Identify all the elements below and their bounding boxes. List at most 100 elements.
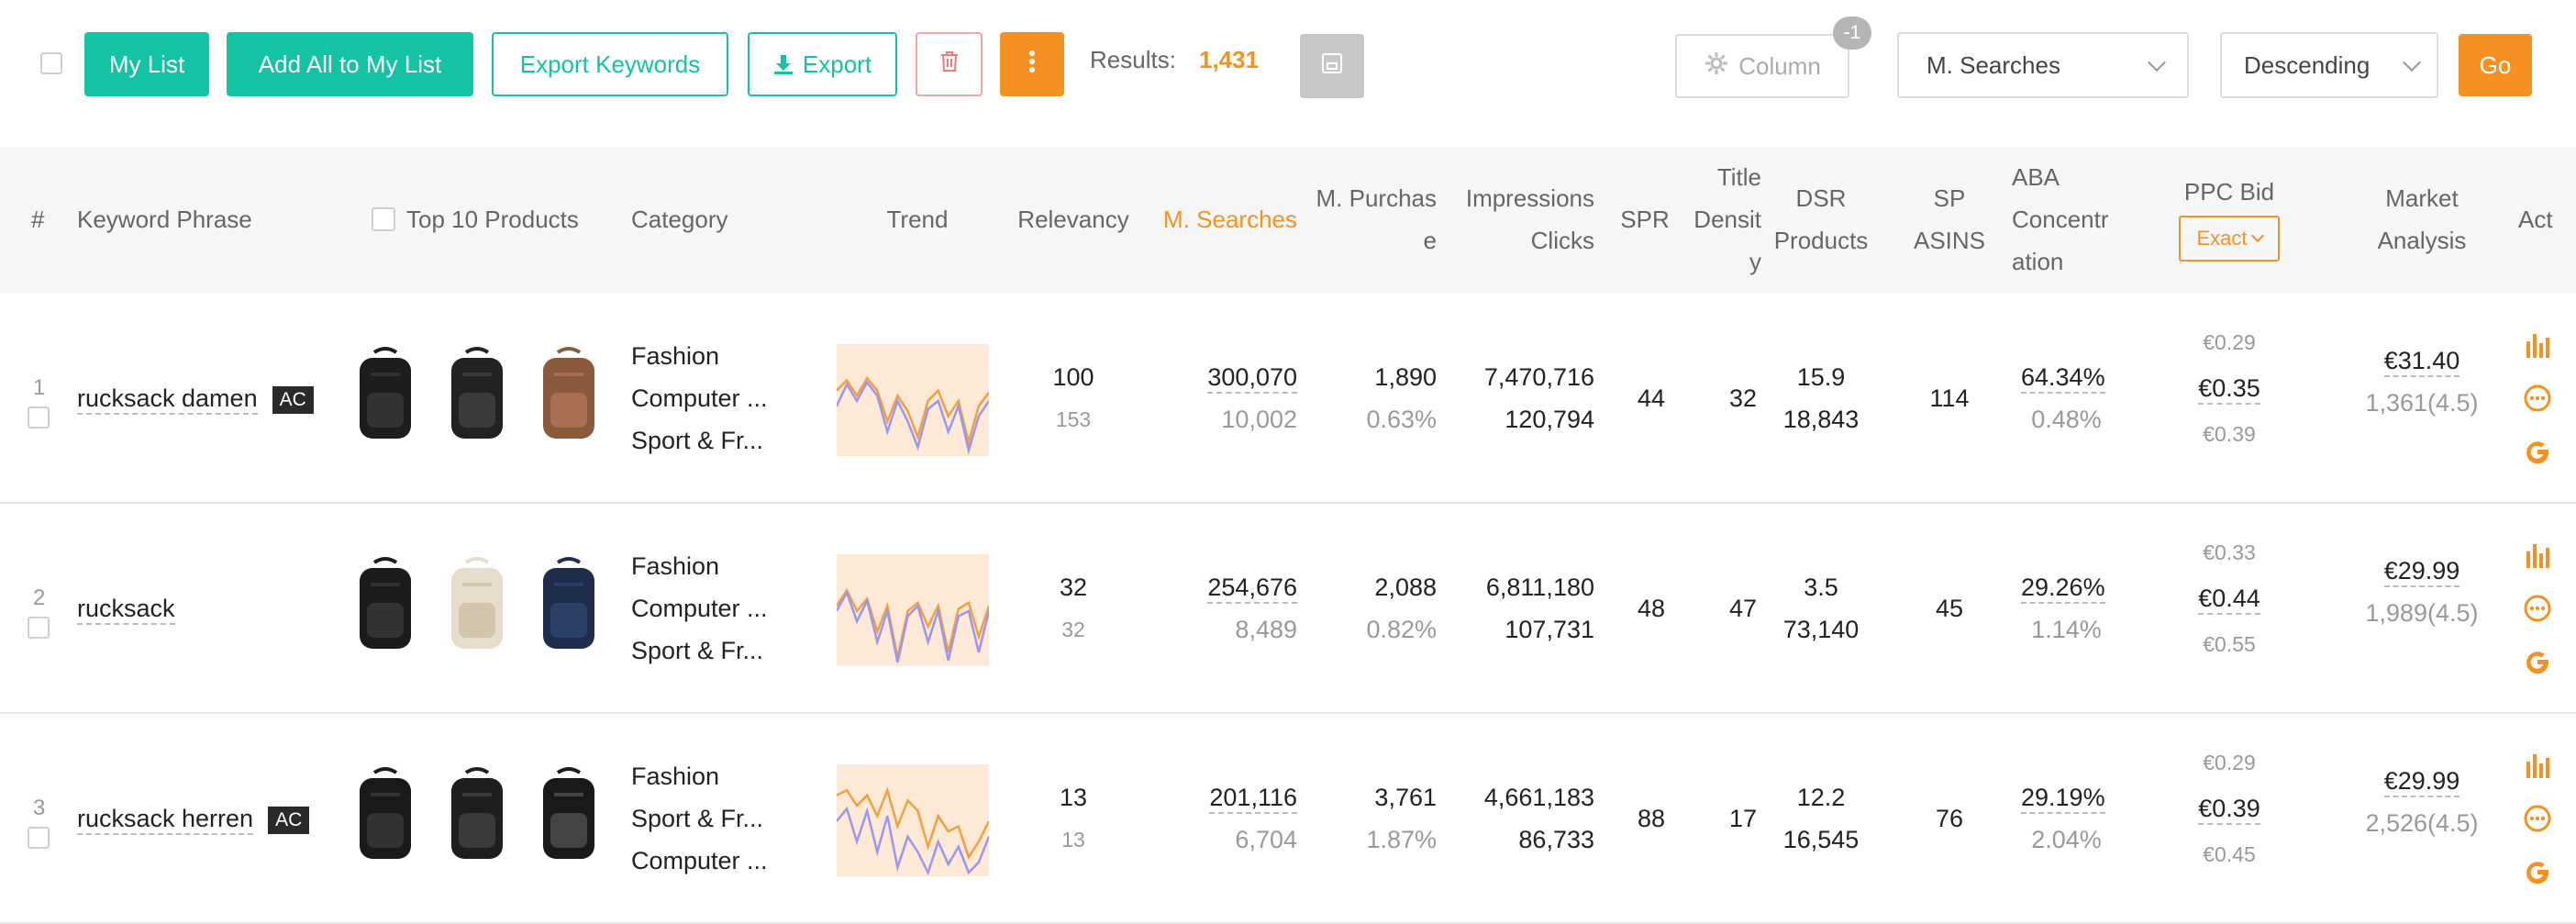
aba-concentration-value[interactable]: 64.34% <box>2021 356 2105 398</box>
chevron-down-icon <box>2148 53 2166 72</box>
bar-chart-icon[interactable] <box>2523 330 2552 360</box>
col-impressions-clicks[interactable]: Impressions Clicks <box>1465 184 1594 254</box>
col-relevancy[interactable]: Relevancy <box>1017 206 1129 233</box>
clicks-value: 86,733 <box>1518 826 1594 853</box>
ppc-bid-link[interactable]: €0.35 <box>2198 374 2260 405</box>
more-circle-icon[interactable] <box>2523 804 2552 833</box>
col-monthly-searches[interactable]: M. Searches <box>1163 206 1297 233</box>
aba-link[interactable]: 29.19% <box>2021 784 2105 814</box>
reviews-rating: 1,989(4.5) <box>2365 599 2479 627</box>
ppc-bid-suggested[interactable]: €0.44 <box>2165 577 2293 619</box>
keyword-phrase-link[interactable]: rucksack herren <box>77 805 254 835</box>
add-all-to-my-list-button[interactable]: Add All to My List <box>227 32 473 96</box>
avg-price-link[interactable]: €31.40 <box>2383 347 2460 377</box>
col-trend: Trend <box>886 206 949 233</box>
col-spr[interactable]: SPR <box>1620 206 1670 233</box>
ppc-bid-high: €0.55 <box>2203 632 2256 656</box>
dsr-value: 3.5 <box>1804 573 1838 601</box>
category-item: Computer ... <box>631 595 768 622</box>
monthly-searches-link[interactable]: 300,070 <box>1207 363 1297 394</box>
monthly-searches-value[interactable]: 201,116 <box>1147 776 1297 818</box>
monthly-searches-sub: 6,704 <box>1235 826 1297 853</box>
avg-price[interactable]: €29.99 <box>2353 760 2491 802</box>
product-thumbnail[interactable] <box>440 765 514 866</box>
col-keyword-phrase[interactable]: Keyword Phrase <box>77 206 252 233</box>
avg-price-link[interactable]: €29.99 <box>2383 557 2460 587</box>
ppc-bid-suggested[interactable]: €0.35 <box>2165 367 2293 409</box>
product-thumbnail[interactable] <box>440 345 514 446</box>
trend-sparkline[interactable] <box>836 764 991 876</box>
products-value: 73,140 <box>1782 616 1860 643</box>
top10-checkbox[interactable] <box>372 207 395 231</box>
sort-field-select[interactable]: M. Searches <box>1897 32 2189 98</box>
avg-price[interactable]: €29.99 <box>2353 550 2491 592</box>
monthly-searches-value[interactable]: 300,070 <box>1147 356 1297 398</box>
ppc-bid-link[interactable]: €0.44 <box>2198 584 2260 615</box>
product-thumbnail[interactable] <box>532 345 605 446</box>
product-thumbnail[interactable] <box>532 765 605 866</box>
more-options-button[interactable] <box>1000 32 1064 96</box>
col-aba-concentration[interactable]: ABA Concentr ation <box>2012 163 2109 275</box>
aba-link[interactable]: 64.34% <box>2021 363 2105 394</box>
row-checkbox[interactable] <box>28 827 50 849</box>
monthly-searches-link[interactable]: 254,676 <box>1207 573 1297 604</box>
ppc-match-type-select[interactable]: Exact <box>2179 216 2280 262</box>
select-all-checkbox[interactable] <box>40 52 62 74</box>
row-checkbox[interactable] <box>28 406 50 429</box>
purchase-rate: 0.82% <box>1366 616 1437 643</box>
keyword-phrase-link[interactable]: rucksack <box>77 595 175 625</box>
category-item: Sport & Fr... <box>631 427 764 454</box>
relevancy-sub: 153 <box>1055 407 1092 431</box>
monthly-purchase-value: 2,088 <box>1374 573 1437 601</box>
sort-order-select[interactable]: Descending <box>2220 32 2438 98</box>
more-circle-icon[interactable] <box>2523 384 2552 413</box>
category-item: Computer ... <box>631 384 768 412</box>
column-button[interactable]: Column <box>1675 34 1849 98</box>
aba-concentration-value[interactable]: 29.26% <box>2021 566 2105 608</box>
col-sp-asins[interactable]: SP ASINS <box>1913 184 1986 254</box>
dsr-value: 15.9 <box>1796 363 1846 391</box>
table-header <box>0 147 2576 294</box>
results-label: Results: <box>1090 46 1176 73</box>
aba-concentration-value[interactable]: 29.19% <box>2021 776 2105 818</box>
bar-chart-icon[interactable] <box>2523 751 2552 780</box>
monthly-searches-value[interactable]: 254,676 <box>1147 566 1297 608</box>
delete-button[interactable] <box>916 32 983 96</box>
ac-badge: AC <box>268 806 310 834</box>
trend-sparkline[interactable] <box>835 344 991 456</box>
col-dsr-products[interactable]: DSR Products <box>1773 184 1869 254</box>
google-icon[interactable] <box>2523 437 2552 466</box>
ppc-bid-link[interactable]: €0.39 <box>2198 795 2260 825</box>
product-thumbnail[interactable] <box>532 555 605 656</box>
trash-icon <box>938 50 960 80</box>
saved-search-button[interactable] <box>1300 34 1364 98</box>
monthly-purchase-value: 1,890 <box>1374 363 1437 391</box>
google-icon[interactable] <box>2523 857 2552 886</box>
product-thumbnail[interactable] <box>349 555 422 656</box>
my-list-button[interactable]: My List <box>84 32 209 96</box>
trend-sparkline[interactable] <box>835 554 991 666</box>
col-title-density[interactable]: Title Densit y <box>1693 163 1761 275</box>
ppc-bid-suggested[interactable]: €0.39 <box>2165 787 2293 829</box>
bar-chart-icon[interactable] <box>2523 540 2552 570</box>
col-monthly-purchase[interactable]: M. Purchas e <box>1316 184 1438 254</box>
go-button[interactable]: Go <box>2459 34 2532 96</box>
avg-price-link[interactable]: €29.99 <box>2383 767 2460 797</box>
title-density-value: 32 <box>1728 384 1758 412</box>
category-item: Sport & Fr... <box>631 637 764 664</box>
keyword-phrase-link[interactable]: rucksack damen <box>77 384 258 415</box>
gear-icon <box>1704 50 1729 83</box>
more-circle-icon[interactable] <box>2523 594 2552 623</box>
monthly-searches-link[interactable]: 201,116 <box>1209 784 1297 814</box>
spr-value: 48 <box>1637 595 1666 622</box>
product-thumbnail[interactable] <box>349 765 422 866</box>
export-button[interactable]: Export <box>748 32 897 96</box>
aba-link[interactable]: 29.26% <box>2021 573 2105 604</box>
row-checkbox[interactable] <box>28 617 50 639</box>
export-keywords-button[interactable]: Export Keywords <box>492 32 728 96</box>
avg-price[interactable]: €31.40 <box>2353 340 2491 382</box>
monthly-searches-sub: 8,489 <box>1235 616 1297 643</box>
product-thumbnail[interactable] <box>349 345 422 446</box>
google-icon[interactable] <box>2523 647 2552 676</box>
product-thumbnail[interactable] <box>440 555 514 656</box>
